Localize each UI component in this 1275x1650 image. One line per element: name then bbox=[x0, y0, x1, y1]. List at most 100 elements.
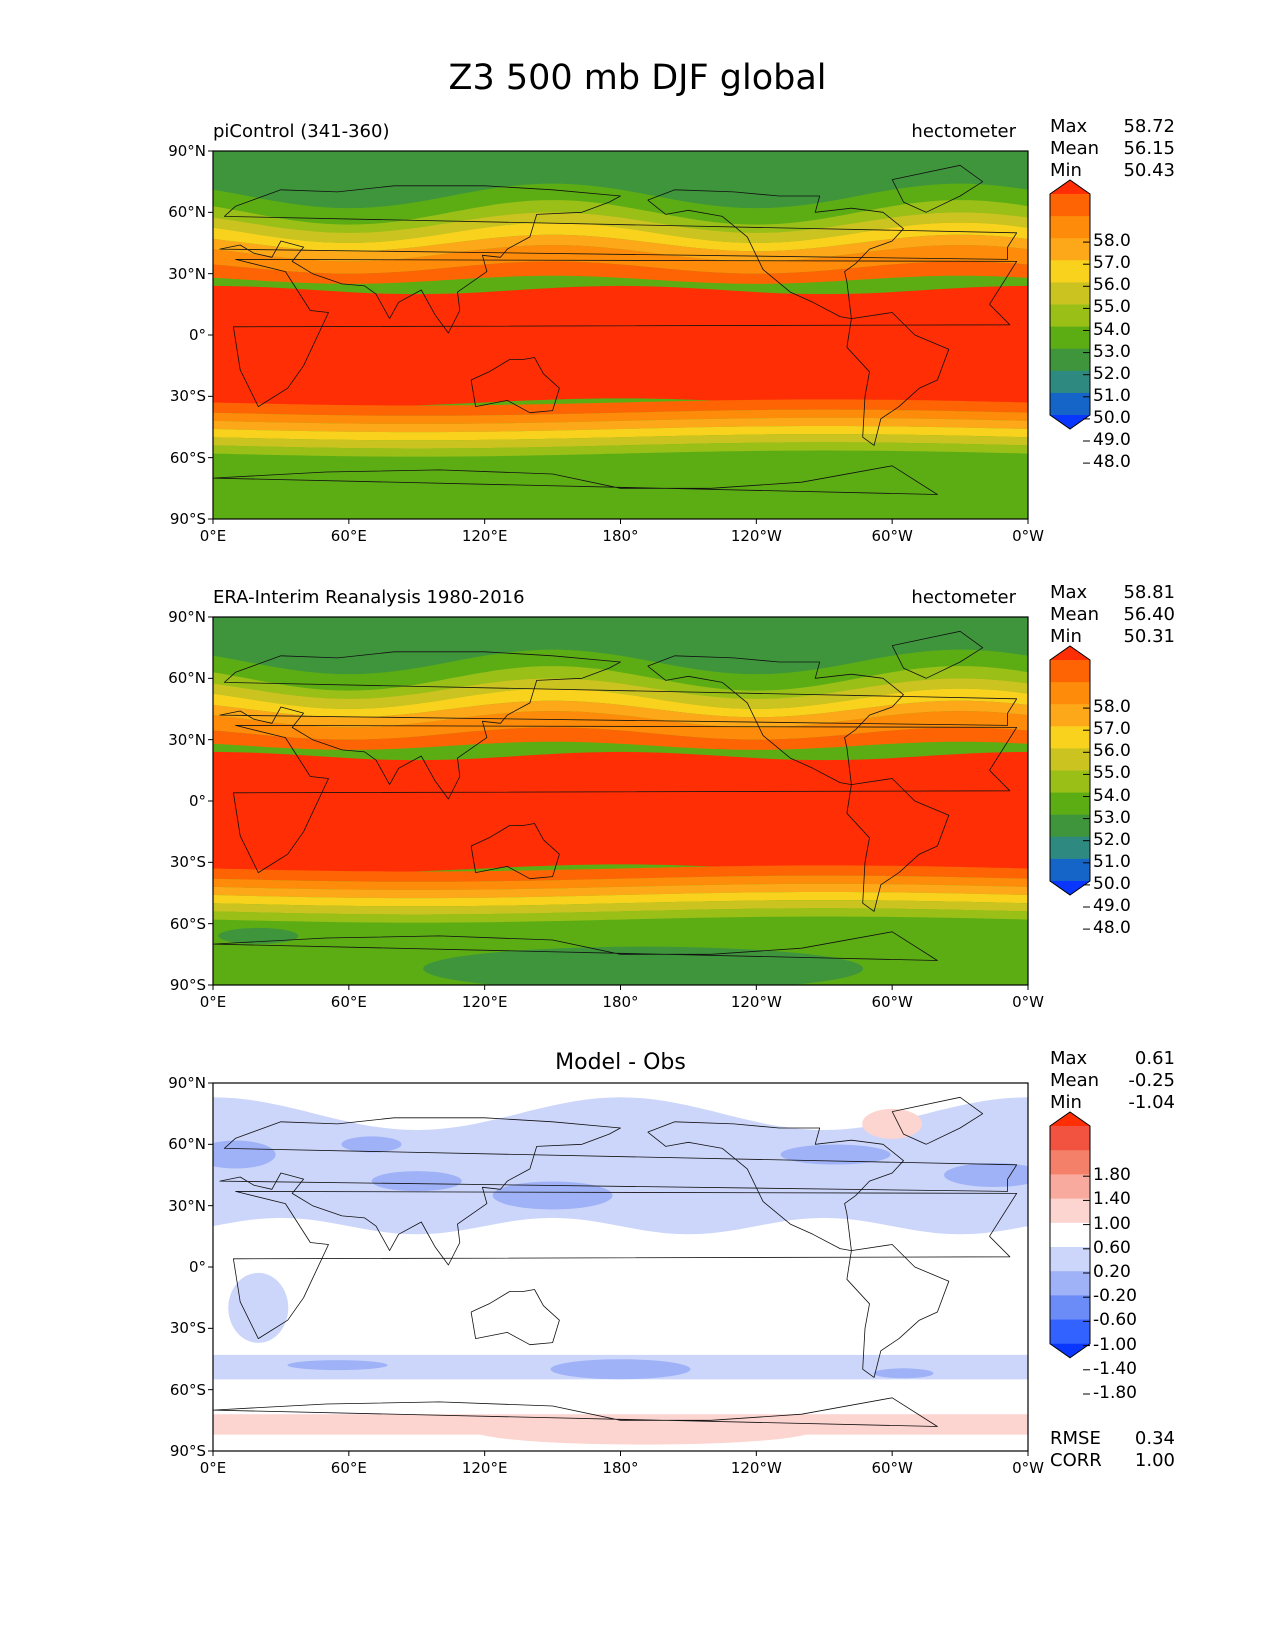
colorbar-label: 1.40 bbox=[1093, 1189, 1131, 1210]
colorbar-label: 48.0 bbox=[1093, 918, 1131, 939]
colorbar bbox=[1049, 1111, 1091, 1359]
y-tick-label: 60°S bbox=[169, 914, 206, 933]
colorbar bbox=[1049, 179, 1091, 430]
y-tick-label: 60°N bbox=[168, 203, 206, 222]
stat-min-label: Min bbox=[1050, 626, 1082, 647]
y-tick-label: 30°S bbox=[169, 387, 206, 406]
rmse-label: RMSE bbox=[1050, 1428, 1101, 1449]
stat-mean-value: 56.15 bbox=[1123, 138, 1175, 159]
x-tick-label: 0°E bbox=[199, 527, 227, 545]
colorbar-label: -1.40 bbox=[1093, 1358, 1137, 1379]
y-tick-label: 90°N bbox=[168, 142, 206, 160]
x-tick-label: 0°W bbox=[1012, 993, 1044, 1011]
stat-min-label: Min bbox=[1050, 1092, 1082, 1113]
corr-label: CORR bbox=[1050, 1450, 1102, 1471]
y-tick-label: 0° bbox=[188, 792, 206, 810]
y-tick-label: 90°S bbox=[169, 510, 206, 528]
colorbar-label: -0.20 bbox=[1093, 1286, 1137, 1307]
colorbar bbox=[1049, 645, 1091, 896]
colorbar-label: 48.0 bbox=[1093, 452, 1131, 473]
colorbar-label: 57.0 bbox=[1093, 719, 1131, 740]
panel1-units: hectometer bbox=[911, 121, 1016, 142]
colorbar-label: 51.0 bbox=[1093, 851, 1131, 872]
stat-max-value: 58.72 bbox=[1123, 116, 1175, 137]
colorbar-label: 55.0 bbox=[1093, 297, 1131, 318]
stat-mean-label: Mean bbox=[1050, 1070, 1100, 1091]
colorbar-label: 54.0 bbox=[1093, 319, 1131, 340]
stat-min-label: Min bbox=[1050, 160, 1082, 181]
diff-map bbox=[212, 1082, 1029, 1452]
y-tick-label: 90°S bbox=[169, 1442, 206, 1460]
x-tick-label: 180° bbox=[602, 993, 639, 1011]
x-tick-label: 60°W bbox=[871, 1459, 913, 1477]
colorbar-label: -1.00 bbox=[1093, 1334, 1137, 1355]
x-tick-label: 180° bbox=[602, 1459, 639, 1477]
stat-max-label: Max bbox=[1050, 116, 1088, 137]
colorbar-label: 50.0 bbox=[1093, 873, 1131, 894]
x-tick-label: 120°E bbox=[461, 527, 508, 545]
x-tick-label: 60°E bbox=[330, 527, 367, 545]
colorbar-label: 51.0 bbox=[1093, 385, 1131, 406]
stat-min-value: -1.04 bbox=[1128, 1092, 1175, 1113]
colorbar-label: 54.0 bbox=[1093, 785, 1131, 806]
y-tick-label: 60°N bbox=[168, 1135, 206, 1154]
field-map-2 bbox=[212, 616, 1029, 986]
x-tick-label: 0°E bbox=[199, 993, 227, 1011]
x-tick-label: 0°E bbox=[199, 1459, 227, 1477]
colorbar-label: 1.80 bbox=[1093, 1165, 1131, 1186]
colorbar-label: 50.0 bbox=[1093, 407, 1131, 428]
x-tick-label: 120°E bbox=[461, 1459, 508, 1477]
colorbar-label: 58.0 bbox=[1093, 231, 1131, 252]
stat-mean-value: -0.25 bbox=[1128, 1070, 1175, 1091]
colorbar-label: 57.0 bbox=[1093, 253, 1131, 274]
colorbar-label: 56.0 bbox=[1093, 275, 1131, 296]
colorbar-label: 52.0 bbox=[1093, 363, 1131, 384]
colorbar-label: 53.0 bbox=[1093, 341, 1131, 362]
y-tick-label: 30°N bbox=[168, 264, 206, 283]
y-tick-label: 60°S bbox=[169, 1380, 206, 1399]
colorbar-label: 49.0 bbox=[1093, 430, 1131, 450]
stat-mean-label: Mean bbox=[1050, 138, 1100, 159]
panel2-title: ERA-Interim Reanalysis 1980-2016 bbox=[213, 587, 525, 608]
stat-max-label: Max bbox=[1050, 1048, 1088, 1069]
x-tick-label: 0°W bbox=[1012, 527, 1044, 545]
y-tick-label: 90°S bbox=[169, 976, 206, 994]
x-tick-label: 60°E bbox=[330, 993, 367, 1011]
y-tick-label: 30°N bbox=[168, 730, 206, 749]
x-tick-label: 120°E bbox=[461, 993, 508, 1011]
colorbar-label: -1.80 bbox=[1093, 1383, 1137, 1403]
colorbar-label: -0.60 bbox=[1093, 1310, 1137, 1331]
y-tick-label: 30°N bbox=[168, 1196, 206, 1215]
stat-max-value: 0.61 bbox=[1134, 1048, 1175, 1069]
colorbar-label: 0.20 bbox=[1093, 1262, 1131, 1282]
x-tick-label: 120°W bbox=[730, 993, 782, 1011]
colorbar-label: 53.0 bbox=[1093, 807, 1131, 828]
y-tick-label: 0° bbox=[188, 1258, 206, 1276]
colorbar-label: 55.0 bbox=[1093, 763, 1131, 784]
x-tick-label: 120°W bbox=[730, 1459, 782, 1477]
stat-min-value: 50.31 bbox=[1123, 626, 1175, 647]
y-tick-label: 0° bbox=[188, 326, 206, 344]
stat-mean-label: Mean bbox=[1050, 604, 1100, 625]
corr-value: 1.00 bbox=[1134, 1450, 1175, 1471]
colorbar-label: 0.60 bbox=[1093, 1237, 1131, 1258]
panel1-title: piControl (341-360) bbox=[213, 121, 390, 142]
colorbar-label: 56.0 bbox=[1093, 741, 1131, 762]
y-tick-label: 90°N bbox=[168, 608, 206, 626]
panel3-metrics: RMSE 0.34 CORR 1.00 bbox=[1050, 1428, 1175, 1472]
x-tick-label: 120°W bbox=[730, 527, 782, 545]
x-tick-label: 60°W bbox=[871, 527, 913, 545]
colorbar-label: 58.0 bbox=[1093, 697, 1131, 718]
figure-title: Z3 500 mb DJF global bbox=[448, 58, 827, 98]
x-tick-label: 60°W bbox=[871, 993, 913, 1011]
panel3-stats: Max 0.61 Mean -0.25 Min -1.04 bbox=[1050, 1048, 1175, 1114]
y-tick-label: 30°S bbox=[169, 1319, 206, 1338]
panel3-title: Model - Obs bbox=[555, 1050, 686, 1075]
y-tick-label: 60°N bbox=[168, 669, 206, 688]
y-tick-label: 60°S bbox=[169, 448, 206, 467]
x-tick-label: 0°W bbox=[1012, 1459, 1044, 1477]
x-tick-label: 180° bbox=[602, 527, 639, 545]
colorbar-label: 1.00 bbox=[1093, 1213, 1131, 1234]
y-tick-label: 30°S bbox=[169, 853, 206, 872]
